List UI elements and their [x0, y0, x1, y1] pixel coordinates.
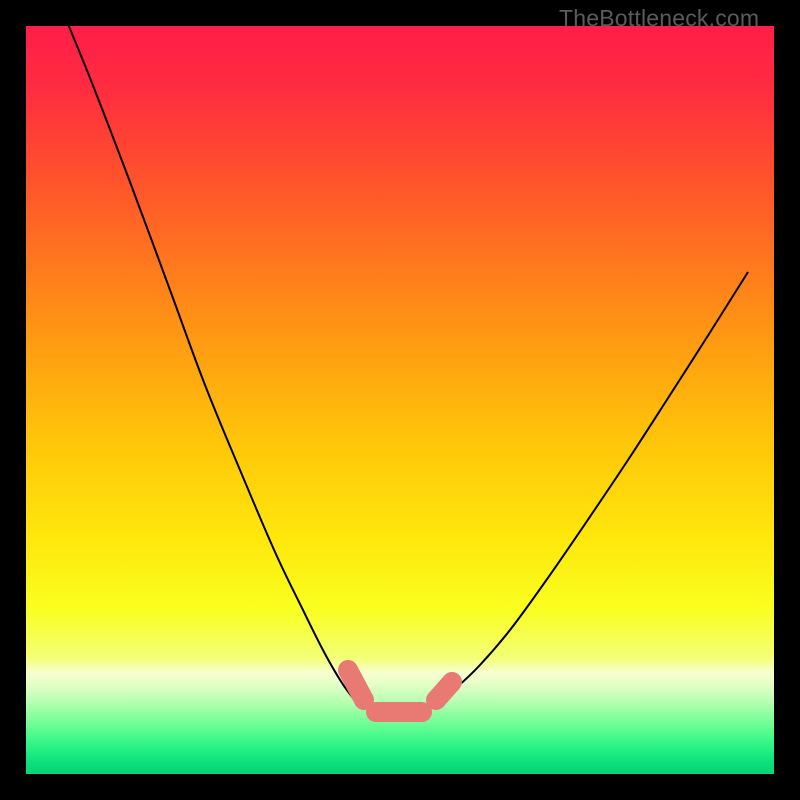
highlight-segment: [436, 682, 452, 700]
watermark-text: TheBottleneck.com: [559, 5, 759, 32]
gradient-background: [26, 26, 774, 774]
highlight-segment: [348, 670, 364, 700]
bottleneck-chart: [26, 26, 774, 774]
